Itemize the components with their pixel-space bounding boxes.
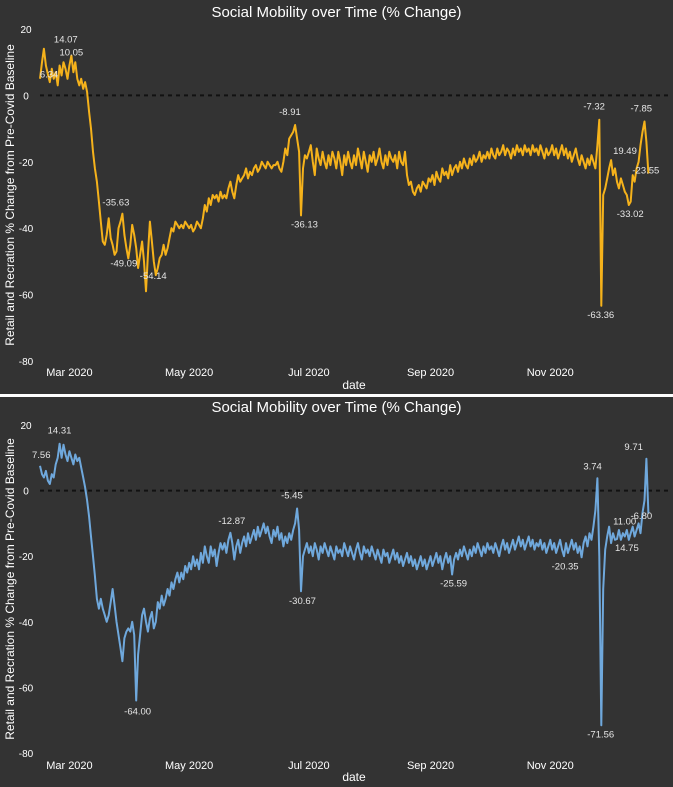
chart-panel-retail-2: Social Mobility over Time (% Change) 20 0 -… [0, 397, 673, 787]
data-label: 7.56 [32, 450, 51, 461]
data-label: -23.55 [632, 166, 659, 177]
x-tick-label: Sep 2020 [407, 760, 454, 772]
x-tick-label: Nov 2020 [527, 760, 574, 772]
data-label: -64.00 [124, 707, 151, 718]
data-label: 14.75 [615, 543, 639, 554]
data-label: -6.80 [630, 511, 652, 522]
x-tick-label: Mar 2020 [46, 760, 92, 772]
data-label: -36.13 [291, 219, 318, 230]
data-label: -33.02 [617, 209, 644, 220]
series-line [39, 47, 650, 307]
data-label: 10.05 [59, 47, 83, 58]
x-tick-label: Jul 2020 [288, 760, 330, 772]
y-tick-label: 20 [20, 421, 32, 432]
chart-title: Social Mobility over Time (% Change) [211, 399, 461, 416]
panel-divider [0, 394, 673, 397]
y-tick-label: 20 [20, 25, 32, 36]
data-label: -63.36 [587, 310, 614, 321]
data-label: -54.14 [140, 271, 167, 282]
y-tick-label: -80 [19, 357, 34, 368]
x-tick-label: Nov 2020 [527, 367, 574, 379]
chart-title: Social Mobility over Time (% Change) [211, 4, 461, 21]
data-label: 6.34 [40, 69, 59, 80]
data-label: 14.31 [48, 426, 72, 437]
data-label: -20.35 [552, 561, 579, 572]
data-label: 14.07 [54, 35, 78, 46]
x-tick-label: Sep 2020 [407, 367, 454, 379]
data-label: -12.87 [218, 516, 245, 527]
y-axis-title: Retail and Recration % Change from Pre-C… [3, 44, 17, 346]
data-label: -49.09 [110, 258, 137, 269]
data-label: -8.91 [279, 107, 301, 118]
data-label: -7.32 [583, 102, 605, 113]
data-label: 19.49 [613, 146, 637, 157]
data-label: 9.71 [624, 442, 643, 453]
x-tick-label: Jul 2020 [288, 367, 330, 379]
x-tick-label: May 2020 [165, 367, 213, 379]
y-tick-label: -60 [19, 683, 34, 694]
y-axis-title: Retail and Recration % Change from Pre-C… [3, 438, 17, 740]
data-label: -5.45 [281, 490, 303, 501]
y-tick-label: -40 [19, 224, 34, 235]
data-label: -71.56 [587, 729, 614, 740]
series-line [39, 442, 650, 727]
data-label: -35.63 [102, 198, 129, 209]
y-tick-label: -80 [19, 749, 34, 760]
data-label: -7.85 [630, 103, 652, 114]
y-tick-label: -60 [19, 291, 34, 302]
x-axis-title: date [342, 770, 366, 784]
y-tick-label: -20 [19, 552, 34, 563]
data-label: 3.74 [583, 461, 602, 472]
y-tick-label: -40 [19, 618, 34, 629]
y-tick-label: 0 [23, 91, 29, 102]
x-tick-label: Mar 2020 [46, 367, 92, 379]
chart-panel-retail-1: Social Mobility over Time (% Change) 20 0 -… [0, 0, 673, 394]
y-tick-label: -20 [19, 158, 34, 169]
x-tick-label: May 2020 [165, 760, 213, 772]
line-chart-2: Social Mobility over Time (% Change) 20 0 -… [3, 399, 668, 784]
line-chart-1: Social Mobility over Time (% Change) 20 0 -… [3, 4, 668, 392]
data-label: 11.00 [613, 517, 636, 528]
y-tick-label: 0 [23, 487, 29, 498]
data-label: -25.59 [440, 579, 467, 590]
data-label: -30.67 [289, 596, 316, 607]
x-axis-title: date [342, 378, 366, 392]
